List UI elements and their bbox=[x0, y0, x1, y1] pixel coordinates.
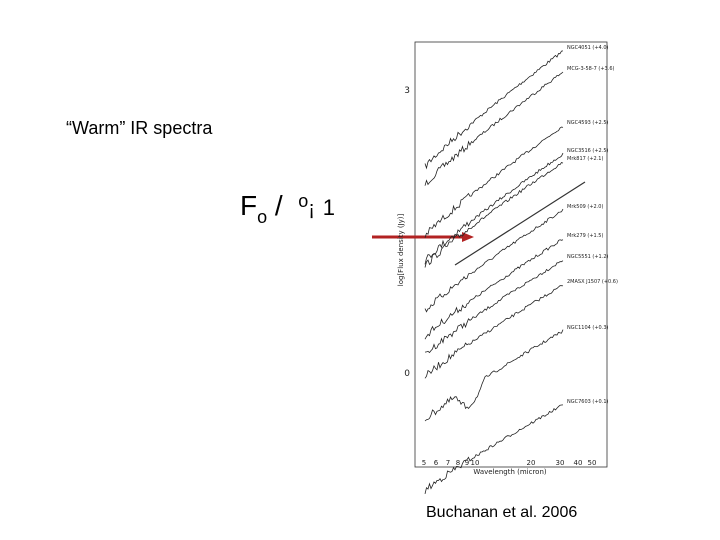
x-axis-label: Wavelength (micron) bbox=[473, 468, 547, 476]
spectrum-curve bbox=[424, 404, 564, 494]
spectrum-curve bbox=[424, 71, 564, 186]
caption: Buchanan et al. 2006 bbox=[426, 504, 578, 521]
x-tick-label: 30 bbox=[556, 459, 565, 467]
spectrum-label: NGC3516 (+2.5) bbox=[567, 148, 609, 154]
spectrum-curve bbox=[424, 50, 564, 170]
spectrum-curve bbox=[424, 126, 564, 238]
spectrum-label: Mrk817 (+2.1) bbox=[567, 156, 603, 162]
x-tick-label: 9 bbox=[465, 459, 469, 467]
formula-power: 1 bbox=[322, 195, 335, 220]
spectrum-curve bbox=[424, 285, 564, 379]
spectrum-label: NGC7603 (+0.1) bbox=[567, 399, 609, 405]
spectrum-label: NGC4593 (+2.5) bbox=[567, 120, 609, 126]
y-tick-label: 3 bbox=[404, 86, 410, 96]
spectrum-curve bbox=[424, 208, 564, 313]
spectrum-curve bbox=[424, 162, 564, 268]
x-tick-label: 7 bbox=[446, 459, 450, 467]
spectrum-curve bbox=[424, 239, 564, 340]
spectrum-label: NGC4051 (+4.0) bbox=[567, 45, 609, 51]
x-tick-label: 50 bbox=[588, 459, 597, 467]
spectrum-label: NGC5551 (+1.2) bbox=[567, 254, 609, 260]
slide-title: “Warm” IR spectra bbox=[66, 118, 213, 138]
spectrum-label: Mrk279 (+1.5) bbox=[567, 233, 603, 239]
formula-minus: ¡ bbox=[308, 198, 315, 220]
y-axis-label: log[Flux density (Jy)] bbox=[397, 213, 405, 286]
spectrum-curve bbox=[424, 152, 564, 265]
formula-main: F bbox=[240, 190, 258, 221]
spectrum-curve bbox=[424, 329, 564, 422]
x-tick-label: 8 bbox=[456, 459, 460, 467]
x-tick-label: 10 bbox=[471, 459, 480, 467]
spectrum-label: 2MASX J1507 (+0.6) bbox=[567, 279, 618, 285]
spectrum-label: MCG-3-58-7 (+3.6) bbox=[567, 66, 614, 72]
arrow-head bbox=[462, 232, 474, 242]
x-tick-label: 5 bbox=[422, 459, 426, 467]
x-tick-label: 40 bbox=[574, 459, 583, 467]
x-tick-label: 20 bbox=[527, 459, 536, 467]
formula-slash: / bbox=[274, 190, 283, 221]
x-tick-label: 6 bbox=[434, 459, 439, 467]
formula-sup: o bbox=[298, 191, 309, 211]
spectrum-label: NGC1104 (+0.3) bbox=[567, 325, 609, 331]
formula: Fo / o¡ 1 bbox=[240, 190, 335, 227]
spectrum-curve bbox=[424, 260, 564, 354]
figure-frame bbox=[414, 41, 608, 468]
slope-line bbox=[454, 181, 586, 266]
formula-sub: o bbox=[257, 207, 268, 227]
y-tick-label: 0 bbox=[404, 369, 410, 379]
spectrum-label: Mrk509 (+2.0) bbox=[567, 204, 603, 210]
